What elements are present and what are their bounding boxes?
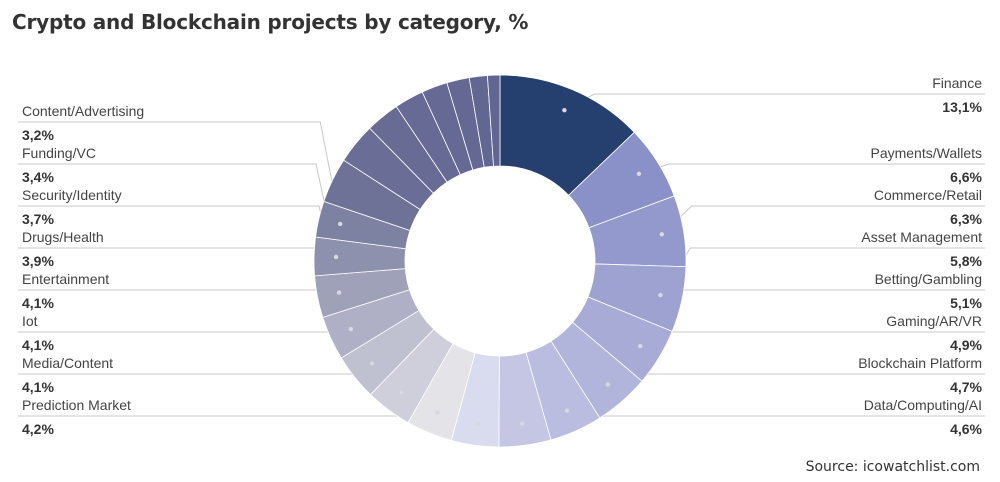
leader-line	[638, 163, 985, 175]
source-note: Source: icowatchlist.com	[805, 459, 980, 475]
slice-value: 3,2%	[22, 127, 54, 143]
slice-value: 4,1%	[22, 337, 54, 353]
donut-slices	[313, 74, 687, 448]
slice-label: Media/Content	[22, 355, 114, 371]
slice-label: Content/Advertising	[22, 103, 145, 119]
slice-label: Gaming/AR/VR	[886, 313, 982, 329]
slice-value: 3,4%	[22, 169, 54, 185]
slice-label: Prediction Market	[22, 397, 131, 413]
slice-label: Payments/Wallets	[870, 145, 982, 161]
slice-value: 4,1%	[22, 379, 54, 395]
slice-label: Data/Computing/AI	[863, 397, 982, 413]
leader-line	[564, 93, 985, 111]
chart-title: Crypto and Blockchain projects by catego…	[12, 10, 529, 34]
slice-marker	[562, 107, 567, 113]
slice-marker	[658, 292, 663, 298]
donut-slice	[486, 74, 501, 167]
slice-marker	[659, 232, 665, 237]
slice-marker	[605, 382, 611, 387]
slice-value: 4,1%	[22, 295, 54, 311]
slice-marker	[564, 408, 570, 413]
slice-marker	[519, 421, 525, 426]
slice-value: 6,3%	[950, 211, 982, 227]
slice-label: Drugs/Health	[22, 229, 104, 245]
slice-value: 3,7%	[22, 211, 54, 227]
slice-value: 3,9%	[22, 253, 54, 269]
slice-label: Security/Identity	[22, 187, 122, 203]
slice-label: Finance	[932, 75, 982, 91]
slice-label: Funding/VC	[22, 145, 96, 161]
slice-markers	[333, 107, 665, 426]
slice-label: Entertainment	[22, 271, 110, 287]
slice-value: 4,6%	[950, 421, 982, 437]
slice-marker	[369, 361, 375, 366]
slice-value: 5,1%	[950, 295, 982, 311]
slice-value: 4,2%	[22, 421, 54, 437]
slice-marker	[336, 290, 342, 295]
leader-line	[18, 247, 352, 330]
slice-marker	[338, 221, 343, 227]
slice-marker	[475, 421, 481, 426]
leader-line	[18, 121, 341, 225]
slice-marker	[333, 254, 339, 260]
slice-value: 4,9%	[950, 337, 982, 353]
slice-label: Betting/Gambling	[874, 271, 982, 287]
slice-label: Asset Management	[861, 229, 982, 245]
slice-value: 13,1%	[942, 99, 982, 115]
slice-label: Commerce/Retail	[873, 187, 982, 203]
slice-marker	[636, 171, 642, 177]
slice-marker	[399, 389, 404, 395]
slice-marker	[348, 326, 354, 332]
slice-value: 5,8%	[950, 253, 982, 269]
slice-value: 6,6%	[950, 169, 982, 185]
slice-value: 4,7%	[950, 379, 982, 395]
slice-label: Iot	[22, 313, 38, 329]
slice-marker	[435, 410, 440, 415]
slice-label: Blockchain Platform	[858, 355, 982, 371]
slice-marker	[638, 343, 643, 349]
